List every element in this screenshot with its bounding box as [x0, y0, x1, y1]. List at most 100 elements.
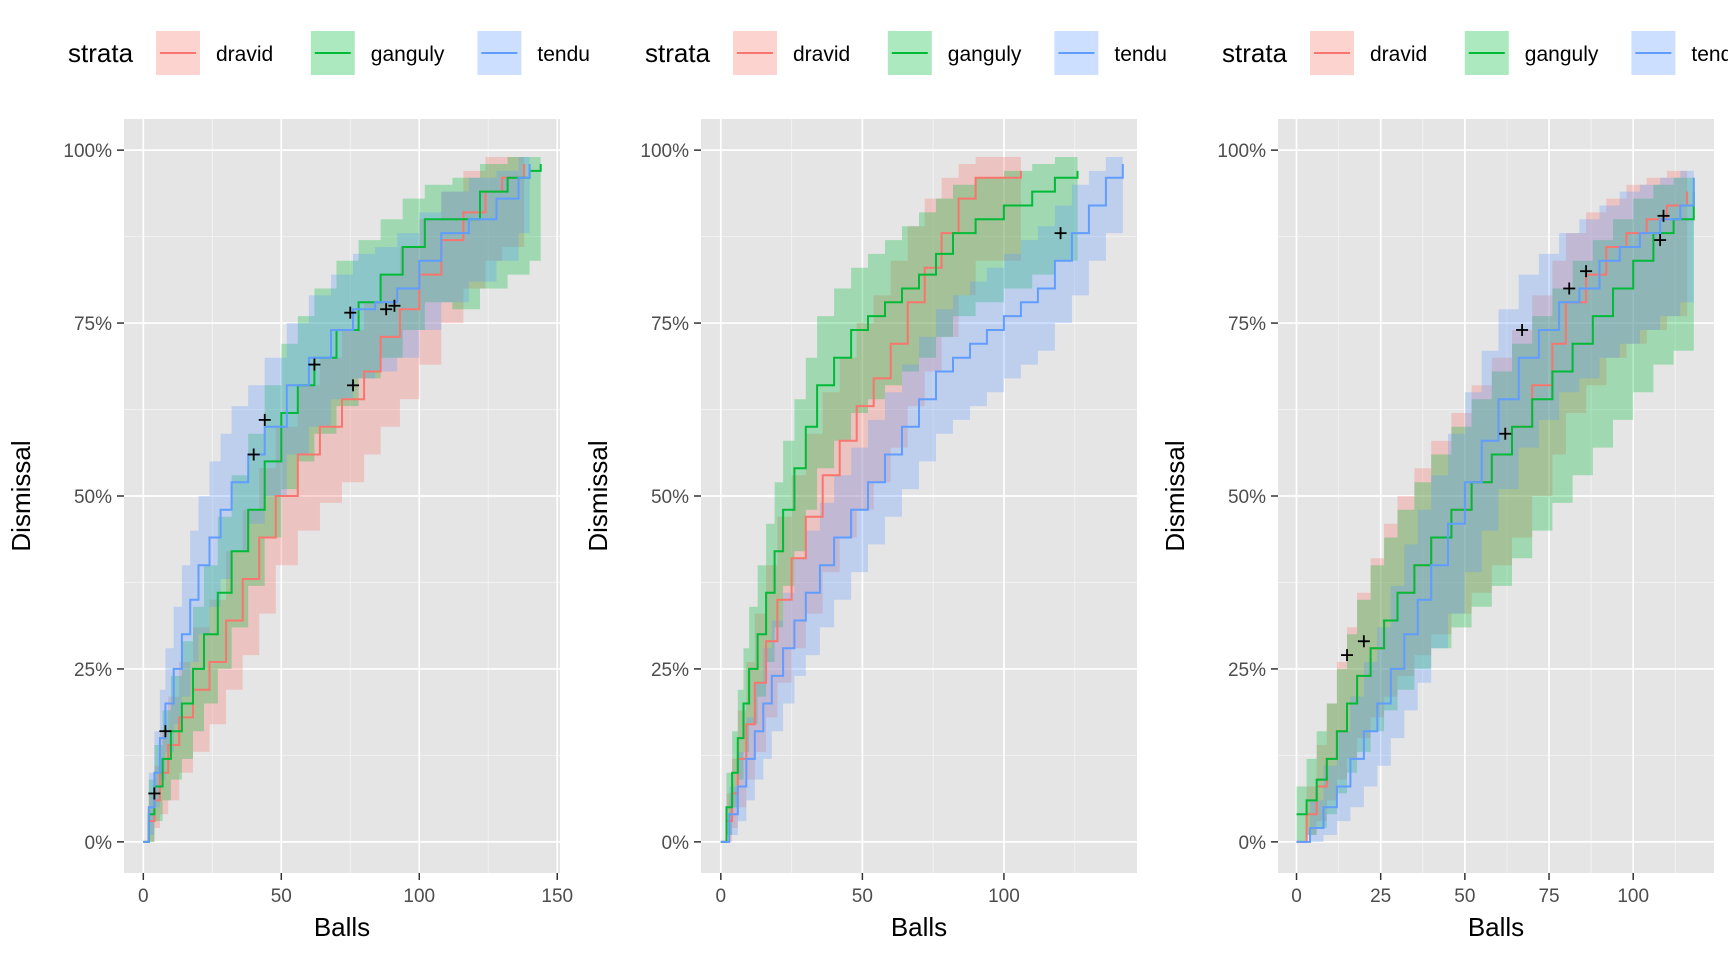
series-line-dravid — [720, 170, 1022, 843]
confidence-band-ganguly — [1296, 164, 1694, 842]
censor-mark-ganguly — [388, 299, 401, 312]
censor-mark-dravid — [1657, 209, 1670, 222]
axes: 0% 25% 50% 75% 100% 0 50 100 Balls Dismissal — [583, 141, 1020, 942]
censor-mark-tendu — [148, 787, 161, 800]
chart-panel-2: strata dravid ganguly tendu0%25%50%75%100%0… — [583, 31, 1167, 942]
legend-key-tendu: tendu — [477, 31, 590, 75]
legend-label-tendu: tendu — [1691, 43, 1728, 66]
x-tick-label: 75 — [1538, 886, 1559, 907]
censor-mark-dravid — [347, 379, 360, 392]
legend-label-dravid: dravid — [793, 43, 850, 66]
censor-mark-tendu — [1516, 323, 1529, 336]
censor-mark-tendu — [1054, 227, 1067, 240]
x-tick-label: 50 — [1454, 886, 1475, 907]
confidence-band-ganguly — [720, 157, 1078, 842]
x-tick-label: 0 — [716, 886, 727, 907]
gridlines — [1278, 119, 1714, 873]
series-line-tendu — [720, 164, 1124, 843]
legend: strata dravid ganguly tendu — [1222, 31, 1728, 75]
y-tick-label: 75% — [74, 314, 112, 335]
y-tick-label: 25% — [651, 660, 689, 681]
x-tick-label: 50 — [852, 886, 873, 907]
legend-key-tendu: tendu — [1054, 31, 1167, 75]
series-line-ganguly — [1296, 191, 1695, 816]
y-axis-title: Dismissal — [583, 440, 613, 551]
censor-mark-ganguly — [380, 303, 393, 316]
censor-mark-ganguly — [258, 413, 271, 426]
legend-label-tendu: tendu — [537, 43, 590, 66]
y-tick-label: 25% — [1228, 660, 1266, 681]
y-tick-label: 50% — [651, 487, 689, 508]
censor-mark-tendu — [1563, 282, 1576, 295]
y-tick-label: 25% — [74, 660, 112, 681]
y-axis-title: Dismissal — [6, 440, 36, 551]
confidence-band-dravid — [720, 157, 1021, 842]
axes: 0% 25% 50% 75% 100% 0 25 50 75 100 Balls Dismissal — [1160, 141, 1649, 942]
chart-panel-1: strata dravid ganguly tendu0%25%50%75%100%0… — [6, 31, 590, 942]
censor-mark-tendu — [1654, 234, 1667, 247]
legend-key-ganguly: ganguly — [1464, 31, 1599, 75]
legend-label-ganguly: ganguly — [1525, 43, 1599, 66]
legend-key-tendu: tendu — [1631, 31, 1728, 75]
censor-mark-ganguly — [308, 358, 321, 371]
censor-mark-dravid — [1499, 427, 1512, 440]
x-axis-title: Balls — [1468, 912, 1524, 942]
confidence-band-tendu — [720, 157, 1123, 842]
legend-label-dravid: dravid — [1370, 43, 1427, 66]
y-tick-label: 0% — [662, 833, 690, 854]
x-axis-title: Balls — [891, 912, 947, 942]
x-tick-label: 100 — [403, 886, 435, 907]
legend-key-dravid: dravid — [156, 31, 273, 75]
x-tick-label: 0 — [1291, 886, 1302, 907]
legend-title: strata — [68, 38, 134, 68]
x-tick-label: 100 — [988, 886, 1020, 907]
legend: strata dravid ganguly tendu — [68, 31, 590, 75]
x-axis-title: Balls — [314, 912, 370, 942]
series-line-tendu — [143, 164, 531, 843]
legend-key-dravid: dravid — [733, 31, 850, 75]
y-tick-label: 50% — [74, 487, 112, 508]
legend-key-dravid: dravid — [1310, 31, 1427, 75]
y-tick-label: 100% — [1217, 141, 1266, 162]
x-tick-label: 100 — [1617, 886, 1649, 907]
y-tick-label: 100% — [63, 141, 112, 162]
confidence-band-tendu — [143, 157, 530, 842]
y-axis-title: Dismissal — [1160, 440, 1190, 551]
legend-key-ganguly: ganguly — [887, 31, 1022, 75]
series-line-ganguly — [720, 170, 1079, 843]
censor-mark-dravid — [1580, 265, 1593, 278]
censor-mark-ganguly — [1357, 635, 1370, 648]
legend-key-ganguly: ganguly — [310, 31, 445, 75]
legend-title: strata — [645, 38, 711, 68]
chart-panel-3: stratadravidgangulytendu0%25%50%75%100%0… — [1160, 31, 1728, 942]
confidence-band-dravid — [1296, 164, 1688, 842]
x-tick-label: 25 — [1370, 886, 1391, 907]
series-line-dravid — [143, 164, 526, 843]
series-line-tendu — [1296, 177, 1695, 843]
x-tick-label: 50 — [271, 886, 292, 907]
legend: strata dravid ganguly tendu — [645, 31, 1167, 75]
y-tick-label: 75% — [651, 314, 689, 335]
confidence-band-dravid — [143, 157, 525, 842]
series-line-ganguly — [143, 164, 542, 843]
plot-area — [1296, 157, 1695, 843]
censor-mark-tendu — [247, 448, 260, 461]
x-tick-label: 150 — [541, 886, 573, 907]
y-tick-label: 0% — [85, 833, 113, 854]
legend-label-tendu: tendu — [1114, 43, 1167, 66]
y-tick-label: 75% — [1228, 314, 1266, 335]
legend-label-ganguly: ganguly — [371, 43, 445, 66]
legend-label-dravid: dravid — [216, 43, 273, 66]
plot-area — [720, 157, 1124, 843]
x-tick-label: 0 — [138, 886, 149, 907]
axes: 0% 25% 50% 75% 100% 0 50 100 150 Balls Dismissal — [6, 141, 573, 942]
confidence-band-ganguly — [143, 157, 541, 842]
gridlines — [701, 119, 1137, 873]
y-tick-label: 100% — [640, 141, 689, 162]
censor-mark-dravid — [1341, 649, 1354, 662]
censor-mark-tendu — [344, 306, 357, 319]
y-tick-label: 50% — [1228, 487, 1266, 508]
censor-mark-tendu — [159, 725, 172, 738]
y-tick-label: 0% — [1239, 833, 1267, 854]
